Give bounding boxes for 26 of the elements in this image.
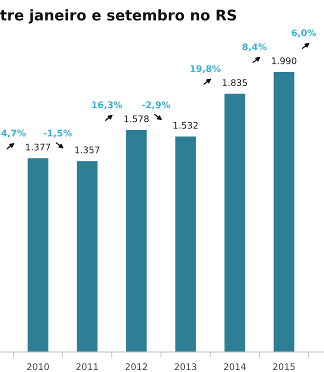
text: 8,4% [242, 43, 267, 52]
bar [126, 130, 147, 352]
x-tick-label: 2011 [76, 363, 98, 370]
x-tick-label: 2013 [174, 363, 196, 370]
x-tick-label: 2015 [273, 363, 295, 370]
data-label: 1.578 [124, 115, 149, 122]
bar [28, 158, 48, 352]
annotation: 19,8% [190, 65, 221, 74]
data-label: 1.990 [272, 57, 296, 64]
data-label: 1.532 [174, 122, 198, 129]
annotation: 16,3% [92, 101, 122, 110]
x-tick-label: 2010 [27, 363, 49, 370]
x-tick-label: 2014 [224, 363, 246, 370]
annotation: -2,9% [142, 101, 170, 110]
bar [274, 72, 294, 352]
chart-title: tre janeiro e setembro no RS [0, 9, 236, 24]
data-label: 1.377 [26, 144, 50, 150]
annotation: -1,5% [44, 130, 72, 138]
text: 6,0% [292, 29, 316, 38]
annotation: 4,7% [1, 130, 26, 138]
data-label: 1.835 [222, 79, 247, 86]
bar [224, 94, 246, 352]
data-label: 1.357 [75, 146, 100, 154]
bar [76, 161, 98, 352]
x-tick-label: 2012 [126, 363, 147, 370]
bar [175, 136, 196, 352]
